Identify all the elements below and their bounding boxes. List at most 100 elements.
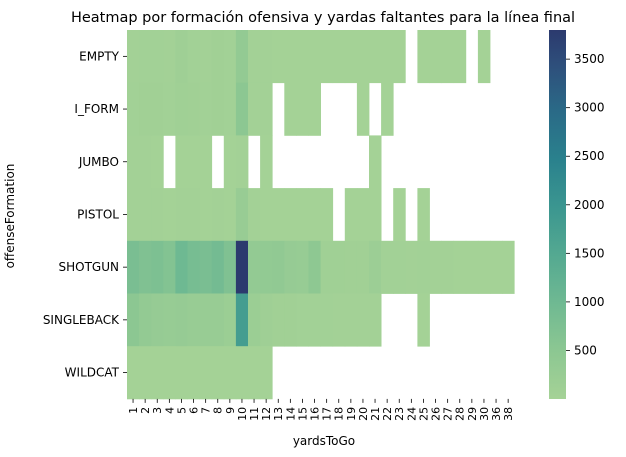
heatmap-cell xyxy=(369,293,382,347)
heatmap-cell xyxy=(223,135,237,189)
y-tick-label: SINGLEBACK xyxy=(43,313,120,327)
x-tick-label: 30 xyxy=(478,407,491,421)
x-tick-label: 9 xyxy=(224,407,237,414)
heatmap-cell xyxy=(187,188,200,242)
heatmap-cell xyxy=(417,188,430,242)
heatmap-cell xyxy=(490,240,503,294)
colorbar-tick-label: 500 xyxy=(574,343,597,357)
heatmap-cell xyxy=(175,188,188,242)
heatmap-cell xyxy=(151,135,164,189)
x-tick-label: 17 xyxy=(321,407,334,421)
x-tick-label: 4 xyxy=(163,407,176,414)
heatmap-cell xyxy=(308,240,321,294)
heatmap-cell xyxy=(248,82,261,136)
heatmap-cell xyxy=(405,240,418,294)
heatmap-cell xyxy=(199,188,213,242)
heatmap-cell xyxy=(187,240,200,294)
heatmap-cell xyxy=(441,30,455,84)
heatmap-cell xyxy=(223,293,237,347)
heatmap-cell xyxy=(223,346,237,400)
heatmap-cell xyxy=(248,293,261,347)
heatmap-cell xyxy=(211,293,225,347)
colorbar xyxy=(549,30,566,399)
heatmap-cell xyxy=(417,240,430,294)
heatmap-cell xyxy=(187,293,200,347)
y-tick-labels: EMPTY I_FORM JUMBO PISTOL SHOTGUN SINGLEBACK W… xyxy=(43,49,127,380)
x-tick-label: 23 xyxy=(393,407,406,421)
heatmap-cell xyxy=(199,135,213,189)
heatmap-cell xyxy=(465,240,479,294)
heatmap-cell xyxy=(393,188,406,242)
heatmap-cell xyxy=(199,293,213,347)
heatmap-cell xyxy=(175,240,188,294)
heatmap-cell xyxy=(356,30,370,84)
heatmap-cell xyxy=(248,240,261,294)
heatmap-cell xyxy=(369,188,382,242)
heatmap-cell xyxy=(139,293,152,347)
heatmap-cell xyxy=(127,30,140,84)
heatmap-cell xyxy=(211,188,225,242)
x-tick-label: 29 xyxy=(466,407,479,421)
heatmap-cell xyxy=(296,30,309,84)
colorbar-tick-label: 1000 xyxy=(574,295,605,309)
heatmap-cell xyxy=(260,293,273,347)
heatmap-cell xyxy=(296,82,309,136)
heatmap-cell xyxy=(187,346,200,400)
y-axis-label: offenseFormation xyxy=(3,164,17,269)
heatmap-cell xyxy=(284,240,297,294)
heatmap-cell xyxy=(344,293,358,347)
x-tick-label: 16 xyxy=(309,407,322,421)
heatmap-cell xyxy=(248,346,261,400)
heatmap-cell xyxy=(393,30,406,84)
heatmap-cell xyxy=(163,188,176,242)
x-tick-label: 27 xyxy=(442,407,455,421)
heatmap-cell xyxy=(260,135,273,189)
heatmap-cell xyxy=(235,30,249,84)
heatmap-cell xyxy=(151,188,164,242)
heatmap-cell xyxy=(139,346,152,400)
heatmap-cell xyxy=(320,293,334,347)
y-tick-label: WILDCAT xyxy=(65,366,120,380)
heatmap-cell xyxy=(235,135,249,189)
heatmap-cell xyxy=(356,188,370,242)
heatmap-cell xyxy=(320,30,334,84)
heatmap-cell xyxy=(260,188,273,242)
heatmap-cell xyxy=(235,240,249,294)
heatmap-cell xyxy=(308,293,321,347)
heatmap-cell xyxy=(199,346,213,400)
x-tick-label: 38 xyxy=(502,407,515,421)
x-tick-label: 8 xyxy=(212,407,225,414)
heatmap-cell xyxy=(272,240,285,294)
x-tick-label: 36 xyxy=(490,407,503,421)
heatmap-cell xyxy=(235,188,249,242)
x-tick-label: 18 xyxy=(333,407,346,421)
heatmap-cell xyxy=(223,188,237,242)
heatmap-cell xyxy=(260,82,273,136)
heatmap-cell xyxy=(272,293,285,347)
heatmap-cell xyxy=(381,82,394,136)
x-tick-label: 15 xyxy=(296,407,309,421)
heatmap-cell xyxy=(296,240,309,294)
heatmap-cell xyxy=(356,293,370,347)
heatmap-cell xyxy=(320,188,334,242)
heatmap-cell xyxy=(151,30,164,84)
heatmap-cell xyxy=(199,82,213,136)
heatmap-cell xyxy=(441,240,455,294)
heatmap-cell xyxy=(127,188,140,242)
heatmap-cell xyxy=(175,30,188,84)
heatmap-cell xyxy=(260,30,273,84)
heatmap-cell xyxy=(332,240,346,294)
heatmap-cell xyxy=(344,240,358,294)
colorbar-tick-label: 2500 xyxy=(574,149,605,163)
x-tick-label: 13 xyxy=(272,407,285,421)
heatmap-cell xyxy=(127,346,140,400)
heatmap-cell xyxy=(477,30,491,84)
y-tick-label: JUMBO xyxy=(78,155,119,169)
heatmap-cell xyxy=(211,240,225,294)
heatmap-cell xyxy=(296,293,309,347)
heatmap-cell xyxy=(332,30,346,84)
y-tick-label: PISTOL xyxy=(77,207,119,221)
heatmap-cell xyxy=(272,30,285,84)
heatmap-cell xyxy=(369,30,382,84)
